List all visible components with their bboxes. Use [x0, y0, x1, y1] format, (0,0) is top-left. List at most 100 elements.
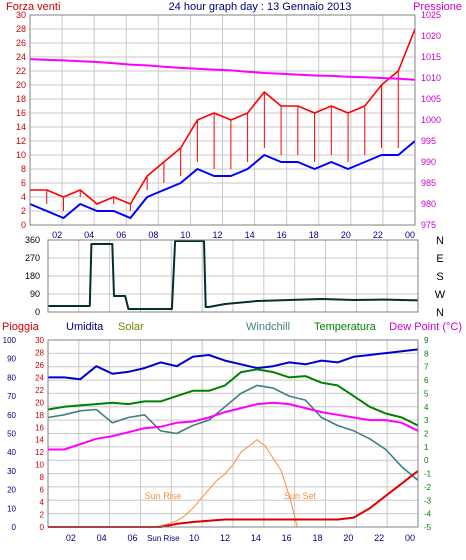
- humidity-tick-label: 100: [3, 336, 17, 345]
- x-tick-label: 12: [220, 533, 230, 543]
- dewpoint-label: Dew Point (°C): [389, 321, 462, 333]
- compass-label: S: [436, 271, 443, 283]
- x-tick-label: 00: [405, 533, 415, 543]
- x-tick-label: 16: [277, 230, 287, 240]
- compass-label: E: [436, 253, 443, 265]
- x-tick-label: Sun Rise: [147, 534, 180, 543]
- rain-tick-label: 26: [35, 361, 44, 370]
- rain-tick-label: 24: [35, 373, 44, 382]
- windchill-label: Windchill: [246, 321, 290, 333]
- solar-line: [152, 439, 298, 528]
- panel3-grid: [48, 340, 418, 527]
- rain-tick-label: 2: [40, 511, 45, 520]
- x-tick-label: 02: [66, 533, 76, 543]
- temperature-tick-label: 3: [424, 416, 429, 425]
- humidity-tick-label: 30: [7, 467, 16, 476]
- y-right-tick-label: 985: [421, 178, 436, 188]
- temperature-tick-label: -4: [424, 510, 432, 519]
- x-tick-label: 10: [180, 230, 190, 240]
- direction-tick-label: 90: [30, 289, 40, 299]
- rain-tick-label: 0: [40, 523, 45, 532]
- gust-line: [30, 28, 416, 205]
- wind-force-label: Forza venti: [6, 1, 60, 13]
- compass-label: N: [436, 307, 444, 319]
- y-right-tick-label: 1000: [421, 115, 441, 125]
- temperature-tick-label: 6: [424, 376, 429, 385]
- y-right-tick-label: 975: [421, 220, 436, 230]
- direction-tick-label: 360: [25, 235, 40, 245]
- rain-tick-label: 28: [35, 348, 44, 357]
- x-tick-label: 14: [251, 533, 261, 543]
- humidity-line: [48, 348, 419, 381]
- rain-tick-label: 14: [35, 436, 44, 445]
- x-tick-label: 14: [245, 230, 255, 240]
- panel2-left-axis: 0 90 180 270 360: [25, 235, 40, 317]
- y-right-tick-label: 980: [421, 199, 436, 209]
- y-left-tick-label: 14: [16, 122, 26, 132]
- direction-tick-label: 0: [35, 307, 40, 317]
- sunset-annotation: Sun Set: [284, 491, 317, 501]
- compass-label: N: [436, 235, 444, 247]
- humidity-tick-label: 40: [7, 448, 16, 457]
- y-left-tick-label: 28: [16, 24, 26, 34]
- temperature-tick-label: 5: [424, 389, 429, 398]
- y-right-tick-label: 1005: [421, 94, 441, 104]
- x-tick-label: 06: [116, 230, 126, 240]
- temperature-tick-label: 1: [424, 443, 429, 452]
- temperature-line: [47, 368, 419, 427]
- panel2-frame: [47, 239, 419, 313]
- x-tick-label: 00: [405, 230, 415, 240]
- y-left-tick-label: 24: [16, 52, 26, 62]
- windchill-line: [47, 384, 419, 481]
- humidity-tick-label: 0: [12, 523, 17, 532]
- panel3-x-axis: 02 04 06 Sun Rise 10 12 14 16 18 20 22 00: [66, 533, 415, 543]
- dewpoint-line: [48, 401, 419, 451]
- x-tick-label: 02: [52, 230, 62, 240]
- temperature-tick-label: -3: [424, 496, 432, 505]
- rain-tick-label: 6: [40, 486, 45, 495]
- rain-tick-label: 20: [35, 398, 44, 407]
- x-tick-label: 22: [373, 230, 383, 240]
- panel3-series: [47, 348, 419, 528]
- humidity-tick-label: 80: [7, 373, 16, 382]
- rain-tick-label: 22: [35, 386, 44, 395]
- x-tick-label: 22: [374, 533, 384, 543]
- x-tick-label: 18: [309, 230, 319, 240]
- y-right-tick-label: 995: [421, 136, 436, 146]
- panel1-series: [29, 28, 416, 219]
- panel3-frame: [47, 339, 419, 528]
- temperature-label: Temperatura: [314, 321, 377, 333]
- rain-tick-label: 30: [35, 336, 44, 345]
- temperature-tick-label: 7: [424, 363, 429, 372]
- chart-title: 24 hour graph day : 13 Gennaio 2013: [169, 1, 352, 13]
- rain-tick-label: 16: [35, 423, 44, 432]
- rain-tick-label: 10: [35, 461, 44, 470]
- pressure-label: Pressione: [413, 1, 462, 13]
- panel1-right-axis: 975 980 985 990 995 1000 1005 1010 1015 1020 1025: [421, 10, 441, 230]
- temperature-tick-label: -5: [424, 523, 432, 532]
- y-left-tick-label: 30: [16, 10, 26, 20]
- solar-label: Solar: [118, 321, 144, 333]
- temperature-tick-label: 0: [424, 456, 429, 465]
- wind-direction-line: [48, 240, 419, 310]
- wind-average-line: [29, 140, 416, 219]
- temperature-tick-label: 4: [424, 403, 429, 412]
- panel3-humidity-axis: 0 10 20 30 40 50 60 70 80 90 100: [3, 336, 17, 532]
- y-left-tick-label: 12: [16, 136, 26, 146]
- x-tick-label: 06: [127, 533, 137, 543]
- y-left-tick-label: 0: [21, 220, 26, 230]
- x-tick-label: 10: [189, 533, 199, 543]
- x-tick-label: 20: [341, 230, 351, 240]
- x-tick-label: 12: [212, 230, 222, 240]
- panel1-frame: [29, 14, 416, 226]
- x-tick-label: 08: [148, 230, 158, 240]
- y-left-tick-label: 22: [16, 66, 26, 76]
- humidity-tick-label: 70: [7, 392, 16, 401]
- y-left-tick-label: 2: [21, 206, 26, 216]
- temperature-tick-label: 2: [424, 430, 429, 439]
- humidity-label: Umidita: [66, 321, 104, 333]
